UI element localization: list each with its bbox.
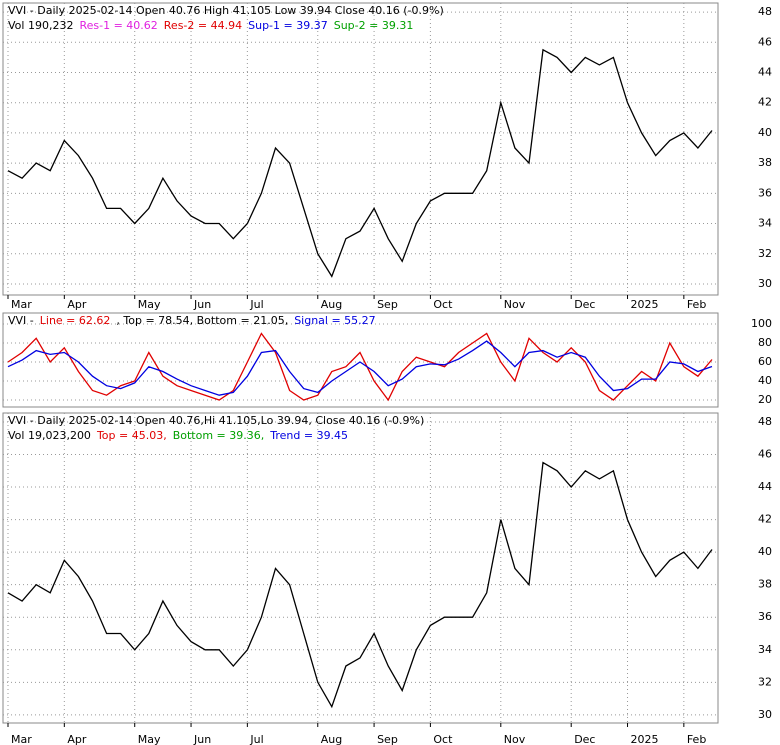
series-line: [7, 340, 713, 396]
y-tick-label: 34: [758, 643, 772, 656]
x-tick-label: Feb: [687, 298, 706, 311]
x-tick-label: 2025: [631, 733, 659, 745]
y-tick-label: 40: [758, 126, 772, 139]
header-text: Line = 62.62: [40, 314, 111, 327]
y-tick-label: 80: [758, 336, 772, 349]
header-text: Bottom = 39.36,: [173, 429, 265, 442]
x-tick-label: Jul: [249, 733, 263, 745]
x-tick-label: Dec: [574, 298, 595, 311]
x-tick-label: Aug: [321, 298, 342, 311]
header-text: Vol 190,232: [8, 19, 73, 32]
y-tick-label: 34: [758, 217, 772, 230]
x-tick-label: Mar: [11, 733, 32, 745]
y-tick-label: 48: [758, 415, 772, 428]
x-tick-label: Dec: [574, 733, 595, 745]
x-tick-label: Oct: [433, 298, 453, 311]
y-tick-label: 30: [758, 708, 772, 721]
header-text: Trend = 39.45: [269, 429, 348, 442]
x-tick-label: May: [138, 733, 161, 745]
header-text: VVI - Daily 2025-02-14 Open 40.76,Hi 41.…: [8, 414, 424, 427]
header-text: VVI -: [8, 314, 34, 327]
header-text: Res-2 = 44.94: [164, 19, 242, 32]
header-text: Vol 19,023,200: [8, 429, 91, 442]
y-tick-label: 42: [758, 96, 772, 109]
header-text: VVI - Daily 2025-02-14 Open 40.76 High 4…: [8, 4, 444, 17]
y-tick-label: 32: [758, 247, 772, 260]
y-tick-label: 32: [758, 675, 772, 688]
x-tick-label: Nov: [504, 733, 526, 745]
panel-frame: [2, 312, 719, 408]
panel-frame: [2, 2, 719, 296]
y-tick-label: 44: [758, 480, 772, 493]
x-tick-label: Jun: [193, 733, 211, 745]
x-tick-label: Sep: [377, 298, 398, 311]
header-text: Top = 45.03,: [96, 429, 167, 442]
y-tick-label: 46: [758, 447, 772, 460]
panel-frame: [2, 412, 719, 724]
y-tick-label: 60: [758, 355, 772, 368]
y-tick-label: 42: [758, 513, 772, 526]
y-tick-label: 46: [758, 35, 772, 48]
header-text: Sup-1 = 39.37: [248, 19, 328, 32]
x-tick-label: Sep: [377, 733, 398, 745]
x-tick-label: Feb: [687, 733, 706, 745]
header-text: Sup-2 = 39.31: [334, 19, 414, 32]
x-tick-label: Nov: [504, 298, 526, 311]
header-text: Signal = 55.27: [294, 314, 376, 327]
header-text: , Top = 78.54, Bottom = 21.05,: [116, 314, 288, 327]
y-tick-label: 30: [758, 277, 772, 290]
y-tick-label: 40: [758, 545, 772, 558]
header-text: Res-1 = 40.62: [79, 19, 157, 32]
y-tick-label: 36: [758, 186, 772, 199]
y-tick-label: 100: [751, 317, 772, 330]
x-tick-label: Oct: [433, 733, 453, 745]
y-tick-label: 38: [758, 156, 772, 169]
x-tick-label: Aug: [321, 733, 342, 745]
series-line: [7, 461, 713, 709]
x-tick-label: Mar: [11, 298, 32, 311]
x-tick-label: Jun: [193, 298, 211, 311]
series-line: [7, 48, 713, 278]
y-tick-label: 38: [758, 578, 772, 591]
x-tick-label: Apr: [67, 733, 87, 745]
x-tick-label: Apr: [67, 298, 87, 311]
y-tick-label: 36: [758, 610, 772, 623]
x-tick-label: 2025: [631, 298, 659, 311]
x-tick-label: Jul: [249, 298, 263, 311]
x-tick-label: May: [138, 298, 161, 311]
series-line: [7, 332, 713, 402]
y-tick-label: 40: [758, 374, 772, 387]
y-tick-label: 20: [758, 393, 772, 406]
y-tick-label: 48: [758, 5, 772, 18]
y-tick-label: 44: [758, 65, 772, 78]
